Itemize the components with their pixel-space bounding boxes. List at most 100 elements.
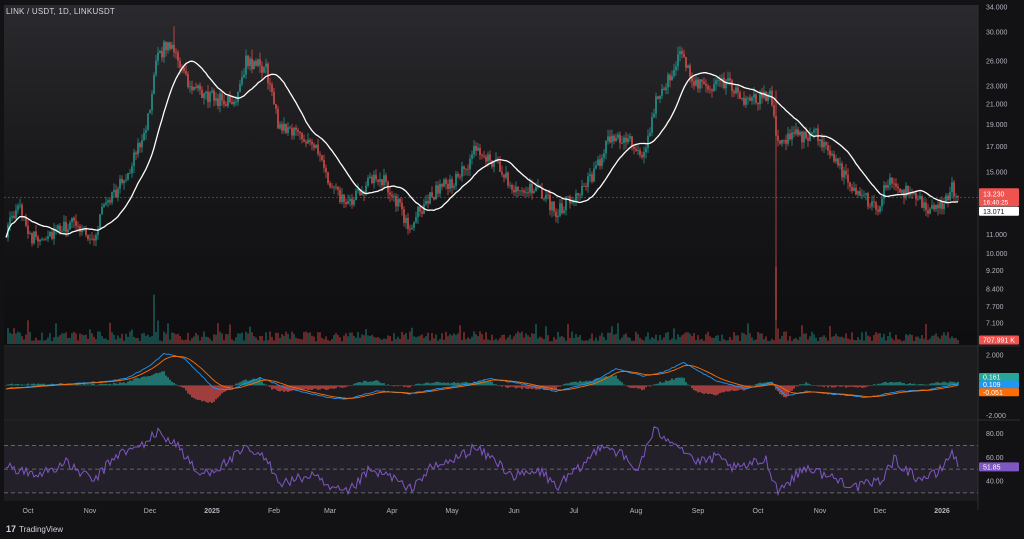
- volume-bar: [501, 335, 503, 344]
- macd-histogram-bar: [713, 385, 715, 395]
- macd-histogram-bar: [731, 385, 733, 391]
- symbol-title: LINK / USDT, 1D, LINKUSDT: [6, 7, 116, 16]
- candle: [241, 77, 243, 85]
- macd-histogram-bar: [327, 385, 329, 390]
- candle: [923, 202, 925, 208]
- candle: [77, 225, 79, 227]
- candle: [525, 192, 527, 194]
- candle: [513, 189, 515, 193]
- candle: [211, 90, 213, 93]
- candle: [91, 238, 93, 240]
- volume-bar: [913, 341, 915, 344]
- candle: [433, 196, 435, 200]
- candle: [797, 129, 799, 135]
- volume-bar: [847, 338, 849, 344]
- candle: [411, 227, 413, 230]
- candle: [147, 113, 149, 131]
- candle: [273, 92, 275, 105]
- candle: [399, 198, 401, 203]
- volume-bar: [617, 323, 619, 344]
- candle: [775, 115, 777, 136]
- macd-histogram-bar: [297, 385, 299, 390]
- volume-bar: [159, 340, 161, 344]
- volume-bar: [139, 340, 141, 344]
- candle: [661, 88, 663, 96]
- volume-bar: [167, 323, 169, 344]
- volume-bar: [401, 331, 403, 344]
- macd-histogram-bar: [391, 385, 393, 386]
- macd-histogram-bar: [943, 381, 945, 386]
- candle: [263, 67, 265, 73]
- candle: [721, 77, 723, 81]
- volume-bar: [673, 328, 675, 344]
- candle: [161, 51, 163, 58]
- macd-histogram-bar: [267, 385, 269, 387]
- candle: [109, 200, 111, 203]
- macd-histogram-bar: [443, 382, 445, 386]
- volume-bar: [807, 339, 809, 344]
- macd-histogram-bar: [431, 383, 433, 386]
- candle: [117, 188, 119, 198]
- macd-histogram-bar: [151, 375, 153, 386]
- volume-bar: [151, 335, 153, 344]
- macd-histogram-bar: [687, 384, 689, 386]
- macd-histogram-bar: [895, 382, 897, 386]
- macd-histogram-bar: [609, 376, 611, 386]
- last-price-tag: 13.230: [983, 191, 1005, 198]
- candle: [25, 217, 27, 226]
- candle: [505, 172, 507, 178]
- volume-bar: [257, 340, 259, 344]
- volume-bar: [407, 339, 409, 344]
- macd-histogram-bar: [581, 381, 583, 386]
- candle: [499, 161, 501, 172]
- candle: [685, 56, 687, 68]
- volume-bar: [33, 340, 35, 344]
- macd-histogram-bar: [143, 376, 145, 386]
- volume-bar: [99, 331, 101, 344]
- candle: [769, 90, 771, 95]
- candle: [701, 79, 703, 82]
- candle: [153, 74, 155, 94]
- macd-histogram-bar: [749, 385, 751, 387]
- candle: [795, 129, 797, 134]
- time-axis-tick: 2025: [204, 508, 220, 515]
- candle: [347, 201, 349, 205]
- tradingview-wordmark: TradingView: [19, 524, 64, 534]
- volume-bar: [747, 323, 749, 344]
- candle: [389, 192, 391, 195]
- macd-histogram-bar: [921, 384, 923, 386]
- volume-bar: [141, 333, 143, 344]
- candle: [707, 86, 709, 90]
- volume-bar: [129, 331, 131, 344]
- macd-histogram-bar: [279, 385, 281, 392]
- macd-histogram-bar: [607, 376, 609, 386]
- macd-histogram-bar: [291, 385, 293, 391]
- macd-histogram-bar: [179, 385, 181, 387]
- volume-bar: [693, 333, 695, 344]
- macd-histogram-bar: [617, 378, 619, 386]
- macd-histogram-bar: [861, 385, 863, 389]
- candle: [321, 155, 323, 160]
- volume-bar: [213, 334, 215, 344]
- volume-bar: [853, 339, 855, 344]
- candle: [715, 80, 717, 85]
- candle: [757, 102, 759, 105]
- candle: [735, 87, 737, 94]
- volume-bar: [479, 331, 481, 344]
- candle: [445, 179, 447, 184]
- time-axis-tick: Mar: [324, 508, 337, 515]
- macd-axis-tick: 2.000: [986, 353, 1004, 360]
- volume-bar: [413, 336, 415, 344]
- volume-bar: [769, 340, 771, 344]
- price-axis-tick: 11.000: [986, 232, 1007, 239]
- candle: [737, 87, 739, 93]
- volume-bar: [811, 331, 813, 344]
- volume-bar: [711, 337, 713, 344]
- macd-histogram-bar: [269, 385, 271, 388]
- candle: [921, 196, 923, 208]
- macd-histogram-bar: [207, 385, 209, 403]
- macd-histogram-bar: [799, 384, 801, 386]
- macd-histogram-bar: [499, 385, 501, 387]
- volume-bar: [281, 334, 283, 344]
- volume-bar: [525, 333, 527, 344]
